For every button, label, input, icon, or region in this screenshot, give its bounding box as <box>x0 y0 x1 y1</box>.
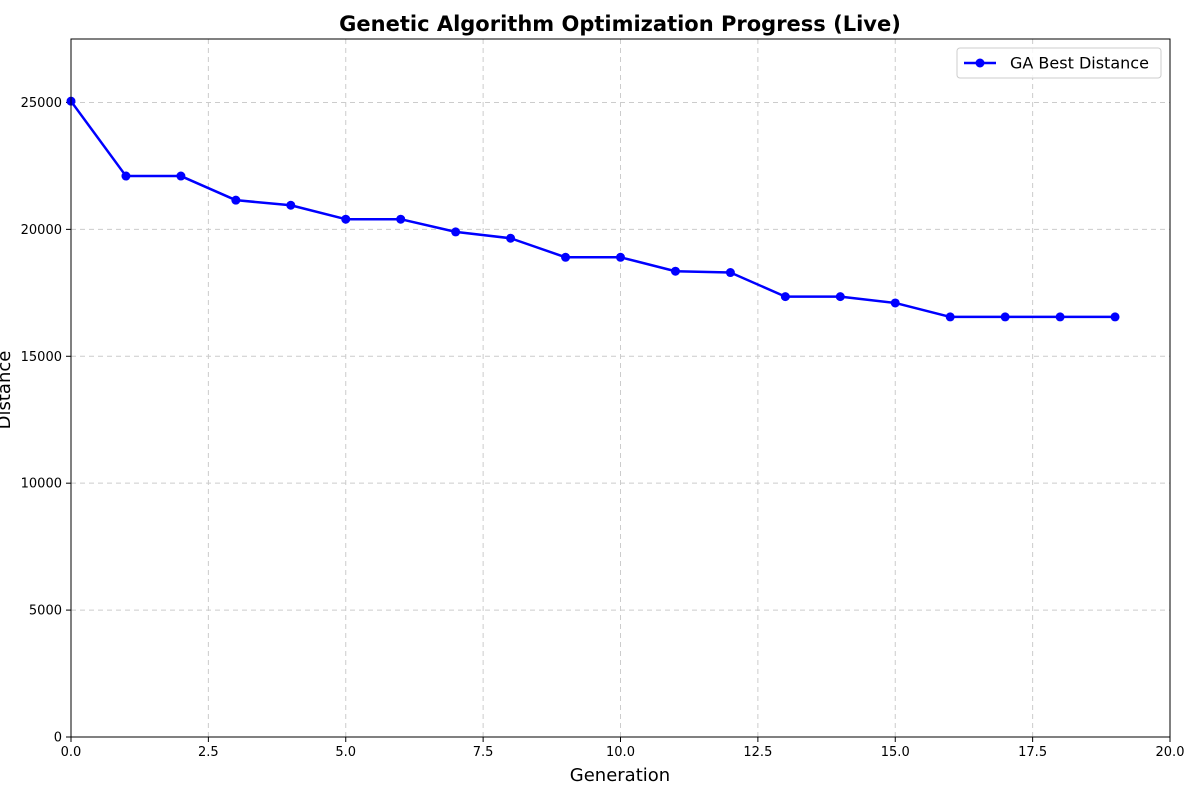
data-point <box>780 292 790 302</box>
legend-box <box>956 47 1162 79</box>
data-point <box>835 292 845 302</box>
data-point <box>670 266 680 276</box>
legend-entry-label: GA Best Distance <box>1010 54 1149 73</box>
x-tick-label: 5.0 <box>335 745 356 760</box>
data-point <box>176 171 186 181</box>
x-tick-label: 10.0 <box>606 745 635 760</box>
data-point <box>945 312 955 322</box>
x-tick-label: 0.0 <box>61 745 82 760</box>
y-tick-label: 25000 <box>21 96 62 111</box>
data-point <box>396 214 406 224</box>
y-tick-label: 20000 <box>21 223 62 238</box>
y-axis-ticks: 0 5000 10000 15000 20000 25000 <box>21 96 71 746</box>
legend: GA Best Distance <box>956 47 1162 79</box>
data-point <box>561 252 571 262</box>
data-point <box>121 171 131 181</box>
plot-area-frame <box>70 38 1171 738</box>
data-point <box>616 252 625 262</box>
data-point <box>890 298 900 308</box>
y-tick-label: 0 <box>54 731 62 746</box>
y-axis-label: Distance <box>0 351 15 430</box>
grid <box>71 39 1170 737</box>
x-tick-label: 15.0 <box>881 745 910 760</box>
x-axis-label: Generation <box>570 765 670 786</box>
x-tick-label: 2.5 <box>198 745 219 760</box>
y-tick-label: 15000 <box>21 350 62 365</box>
data-point <box>1000 312 1010 322</box>
chart-title: Genetic Algorithm Optimization Progress … <box>339 12 901 36</box>
data-point <box>1110 312 1120 322</box>
x-axis-ticks: 0.0 2.5 5.0 7.5 10.0 12.5 15.0 17.5 20.0 <box>61 737 1185 760</box>
series-layer <box>66 96 1120 322</box>
data-point <box>725 268 735 278</box>
data-point <box>451 227 461 237</box>
data-point <box>341 214 351 224</box>
data-point <box>1055 312 1065 322</box>
legend-series-marker <box>975 58 985 68</box>
series-line <box>69 100 1116 319</box>
x-tick-label: 12.5 <box>743 745 772 760</box>
data-point <box>231 195 241 205</box>
data-point <box>286 200 296 210</box>
data-point <box>506 233 516 243</box>
x-tick-label: 17.5 <box>1018 745 1047 760</box>
y-tick-label: 10000 <box>21 477 62 492</box>
x-tick-label: 20.0 <box>1156 745 1185 760</box>
x-tick-label: 7.5 <box>473 745 494 760</box>
y-tick-label: 5000 <box>29 604 62 619</box>
